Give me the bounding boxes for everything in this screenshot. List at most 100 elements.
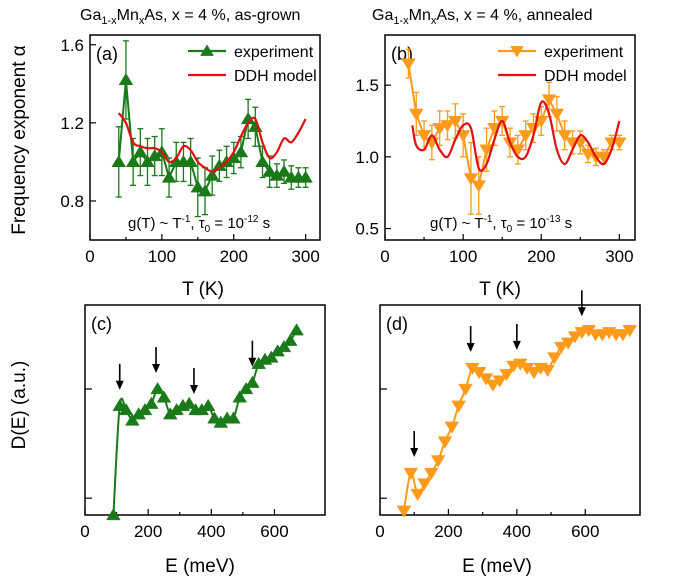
legend-marker (200, 44, 214, 56)
data-point (276, 340, 292, 353)
data-point (183, 154, 198, 168)
data-point (424, 467, 439, 480)
data-point (401, 58, 416, 71)
panel-annotation: g(T) ~ T-1, τ0 = 10-12 s (128, 214, 270, 235)
arrow-head (512, 340, 521, 350)
panel-d-plot: 0 200 400 600 (d) (375, 290, 638, 541)
data-point (200, 398, 216, 411)
x-tick-label: 400 (197, 522, 225, 541)
x-tick-label: 100 (148, 247, 176, 266)
data-point (471, 367, 487, 380)
panel-d-frame (379, 304, 641, 516)
panel-annotation: g(T) ~ T-1, τ0 = 10-13 s (430, 214, 572, 235)
x-tick-label: 600 (571, 522, 599, 541)
x-tick-label: 300 (605, 247, 633, 266)
panel-c-plot: 0 200 400 600 (c) (80, 314, 304, 541)
data-point (557, 130, 572, 143)
data-point (478, 373, 494, 386)
data-point (408, 108, 424, 121)
data-point (197, 184, 213, 197)
legend-label: DDH model (234, 68, 317, 85)
data-point (448, 115, 463, 128)
data-point (567, 331, 583, 344)
data-point (233, 145, 249, 158)
data-point (276, 164, 292, 177)
data-point (540, 364, 555, 378)
data-point (492, 375, 508, 388)
series-line-model (411, 100, 621, 172)
data-point (410, 488, 425, 501)
data-point (560, 337, 576, 350)
data-point (417, 478, 432, 491)
x-tick-label: 400 (503, 522, 531, 541)
data-point (190, 180, 206, 193)
data-point (255, 154, 270, 168)
panel-b-title: Ga1-xMnxAs, x = 4 %, annealed (372, 7, 592, 27)
x-tick-label: 200 (134, 522, 162, 541)
top-y-axis-label: Frequency exponent α (9, 45, 30, 235)
panel-a-frame (89, 34, 321, 241)
x-tick-label: 600 (260, 522, 288, 541)
data-point (133, 145, 148, 158)
panel-a-x-axis-label: T (K) (182, 279, 224, 300)
data-point (232, 390, 248, 403)
x-tick-label: 0 (85, 247, 94, 266)
arrow-head (466, 343, 475, 352)
arrow-head (189, 385, 198, 394)
data-point (485, 379, 501, 392)
data-point (615, 329, 631, 342)
arrow-head (410, 448, 419, 457)
data-point (262, 164, 277, 177)
panel-label: (d) (386, 314, 408, 334)
y-tick-label: 0.8 (60, 192, 84, 211)
data-point (181, 396, 197, 409)
data-point (622, 325, 638, 338)
data-point (440, 120, 455, 133)
data-point (430, 455, 446, 468)
legend-label: experiment (234, 44, 314, 61)
data-point (526, 367, 542, 380)
panel-a-title: Ga1-xMnxAs, x = 4 %, as-grown (80, 7, 300, 27)
x-tick-label: 100 (449, 247, 477, 266)
y-tick-label: 0.5 (355, 220, 379, 239)
panel-d-x-axis-label: E (meV) (462, 556, 532, 577)
x-tick-label: 0 (380, 247, 389, 266)
panel-c-x-axis-label: E (meV) (165, 556, 235, 577)
data-point (547, 352, 562, 365)
data-point (137, 403, 153, 416)
y-tick-label: 1.6 (60, 36, 84, 55)
data-point (612, 137, 627, 150)
x-tick-label: 200 (220, 247, 248, 266)
data-point (161, 170, 177, 183)
data-point (451, 400, 466, 413)
x-tick-label: 0 (375, 522, 384, 541)
legend-marker (510, 46, 524, 58)
data-point (499, 369, 514, 382)
panel-b-x-axis-label: T (K) (479, 279, 521, 300)
y-tick-label: 1.2 (60, 114, 84, 133)
data-point (264, 350, 279, 363)
bottom-y-axis-label: D(E) (a.u.) (9, 361, 30, 450)
data-point (298, 170, 313, 183)
data-point (125, 413, 140, 426)
data-point (444, 421, 460, 434)
data-point (282, 333, 298, 346)
data-point (432, 123, 447, 136)
data-point (541, 94, 557, 107)
data-point (125, 154, 141, 168)
data-point (463, 173, 479, 186)
panel-c-frame (84, 304, 326, 516)
x-tick-label: 200 (434, 522, 462, 541)
data-point (156, 390, 172, 403)
legend-label: experiment (544, 44, 624, 61)
data-point (437, 436, 453, 449)
data-point (455, 130, 471, 143)
data-point (238, 382, 254, 395)
data-point (526, 123, 541, 136)
data-point (204, 168, 220, 181)
data-point (471, 180, 487, 193)
data-point (144, 396, 159, 409)
data-point (245, 375, 260, 388)
panel-a-plot: 0 100 200 300 0.8 1.2 1.6 (a) experiment DDH mode… (60, 36, 319, 266)
